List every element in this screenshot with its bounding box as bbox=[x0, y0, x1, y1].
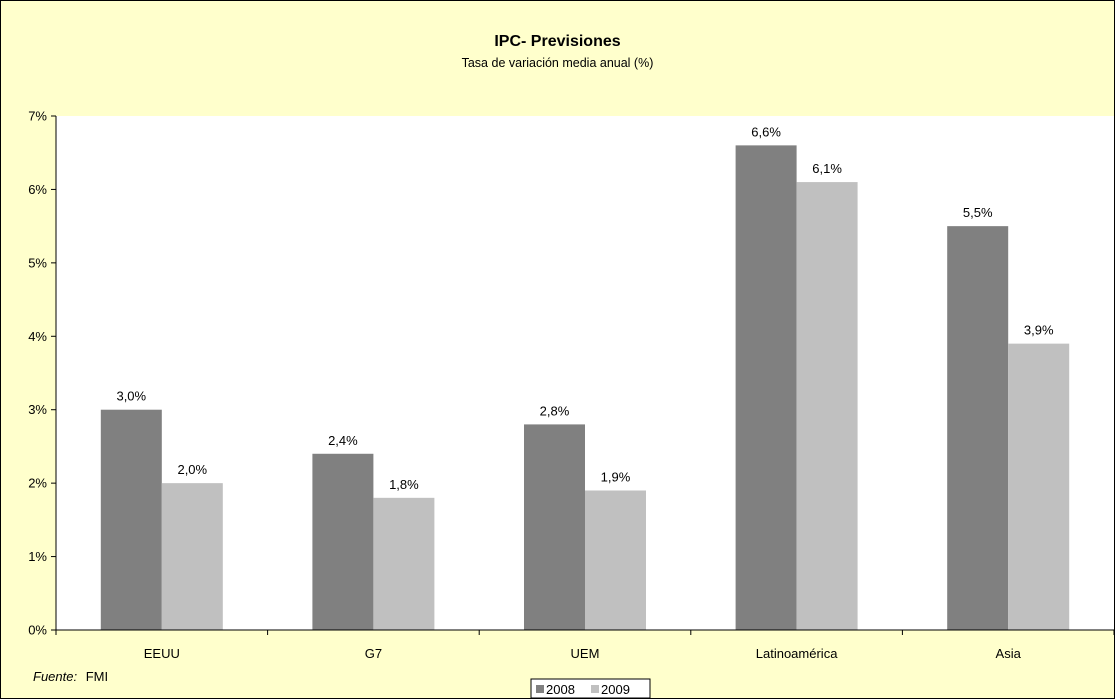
category-label-eeuu: EEUU bbox=[144, 646, 180, 661]
bars-layer bbox=[100, 145, 1070, 631]
bar-2008-eeuu bbox=[100, 409, 162, 630]
category-label-uem: UEM bbox=[571, 646, 600, 661]
legend-label-2009: 2009 bbox=[601, 682, 630, 697]
y-tick-label: 0% bbox=[28, 623, 47, 638]
data-label-2008-eeuu: 3,0% bbox=[116, 389, 146, 404]
source-value: FMI bbox=[86, 669, 108, 684]
y-tick-label: 7% bbox=[28, 109, 47, 124]
bar-2009-asia bbox=[1008, 343, 1070, 630]
category-label-latinoamerica: Latinoamérica bbox=[756, 646, 838, 661]
y-tick-label: 2% bbox=[28, 476, 47, 491]
data-label-2008-g7: 2,4% bbox=[328, 433, 358, 448]
legend: 2008 2009 bbox=[530, 678, 651, 699]
data-label-2008-latinoamerica: 6,6% bbox=[751, 124, 781, 139]
y-tick-label: 3% bbox=[28, 402, 47, 417]
chart-subtitle: Tasa de variación media anual (%) bbox=[462, 56, 654, 70]
y-tick-label: 4% bbox=[28, 329, 47, 344]
data-labels-layer: 3,0% 2,0% 2,4% 1,8% 2,8% 1,9% 6,6% 6,1% 5,5% 3,9% bbox=[116, 124, 1053, 491]
data-label-2008-asia: 5,5% bbox=[963, 205, 993, 220]
source-note: Fuente: FMI bbox=[33, 669, 108, 684]
y-axis-ticks: 0% 1% 2% 3% 4% 5% 6% 7% bbox=[28, 109, 56, 638]
bar-2008-asia bbox=[947, 226, 1009, 630]
data-label-2009-g7: 1,8% bbox=[389, 477, 419, 492]
y-tick-label: 6% bbox=[28, 182, 47, 197]
bar-2009-g7 bbox=[373, 497, 435, 630]
data-label-2009-latinoamerica: 6,1% bbox=[812, 161, 842, 176]
y-tick-label: 5% bbox=[28, 255, 47, 270]
chart-title: IPC- Previsiones bbox=[494, 33, 620, 50]
legend-box bbox=[530, 678, 651, 699]
data-label-2009-uem: 1,9% bbox=[601, 469, 631, 484]
category-label-g7: G7 bbox=[365, 646, 382, 661]
legend-swatch-2009 bbox=[591, 685, 599, 693]
bar-2009-uem bbox=[585, 490, 646, 630]
x-axis-ticks: EEUU G7 UEM Latinoamérica Asia bbox=[55, 630, 1115, 661]
data-label-2009-eeuu: 2,0% bbox=[177, 462, 207, 477]
y-tick-label: 1% bbox=[28, 549, 47, 564]
bar-2009-eeuu bbox=[161, 483, 223, 630]
bar-2008-latinoamerica bbox=[735, 145, 797, 630]
bar-2008-g7 bbox=[312, 453, 374, 630]
category-label-asia: Asia bbox=[996, 646, 1022, 661]
data-label-2008-uem: 2,8% bbox=[540, 403, 570, 418]
source-label: Fuente: bbox=[33, 669, 77, 684]
legend-label-2008: 2008 bbox=[546, 682, 575, 697]
legend-swatch-2008 bbox=[536, 685, 544, 693]
bar-2009-latinoamerica bbox=[796, 182, 858, 631]
data-label-2009-asia: 3,9% bbox=[1024, 323, 1054, 338]
bar-2008-uem bbox=[524, 424, 585, 630]
